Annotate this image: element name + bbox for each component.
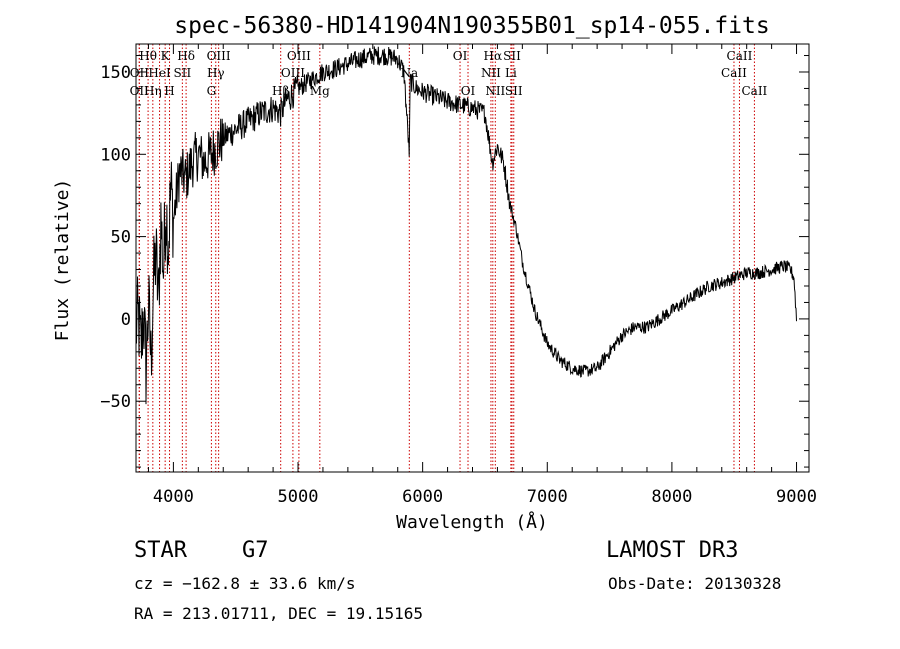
spectral-line-label: Na: [400, 66, 418, 80]
spectral-line-label: SII: [174, 66, 192, 80]
x-tick-label: 5000: [278, 487, 319, 507]
spectral-line-label: OI: [461, 84, 476, 98]
spectral-line-label: CaII: [721, 66, 747, 80]
chart-title: spec-56380-HD141904N190355B01_sp14-055.f…: [174, 13, 769, 39]
y-tick-label: 100: [100, 145, 131, 165]
spectral-line-label: OII: [130, 66, 150, 80]
survey-name: LAMOST DR3: [606, 538, 739, 563]
spectral-line-label: Mg: [310, 84, 330, 98]
spectral-line-label: Hη: [144, 84, 162, 98]
redshift-velocity: cz = −162.8 ± 33.6 km/s: [134, 574, 356, 593]
spectral-line-label: H: [164, 84, 174, 98]
spectral-line-label: OI: [453, 49, 468, 63]
spectral-line-label: OIII: [287, 49, 311, 63]
y-axis-label: Flux (relative): [52, 179, 73, 342]
spectral-line-label: Hδ: [177, 49, 195, 63]
spectral-line-label: NII: [481, 66, 501, 80]
x-tick-label: 6000: [402, 487, 443, 507]
x-axis-ticks: 4000 5000 6000 7000 8000 9000: [147, 44, 817, 507]
y-tick-label: −50: [100, 392, 131, 412]
x-tick-label: 7000: [527, 487, 568, 507]
x-axis-label: Wavelength (Å): [396, 511, 548, 533]
y-tick-label: 0: [121, 310, 131, 330]
spectral-line-label: HeI: [148, 66, 171, 80]
y-axis-ticks: −50 0 50 100 150: [100, 55, 809, 468]
spectrum-line: [135, 46, 797, 405]
x-tick-label: 9000: [776, 487, 817, 507]
spectral-line-label: SII: [505, 84, 523, 98]
spectrum-series: [135, 46, 797, 405]
spectral-line-label: NII: [485, 84, 505, 98]
spectral-line-label: Hα: [484, 49, 503, 63]
spectral-line-label: G: [207, 84, 217, 98]
spectral-line-label: Li: [505, 66, 517, 80]
spectral-line-label: OIII: [281, 66, 305, 80]
spectral-line-label: SII: [503, 49, 521, 63]
object-class: STAR: [134, 538, 187, 563]
spectral-line-label: OII: [130, 84, 150, 98]
coordinates: RA = 213.01711, DEC = 19.15165: [134, 604, 423, 623]
x-tick-label: 8000: [651, 487, 692, 507]
object-subclass: G7: [242, 538, 269, 563]
spectral-line-label: Hγ: [207, 66, 225, 80]
spectral-line-label: Hθ: [139, 49, 157, 63]
spectral-line-label: OIII: [207, 49, 231, 63]
y-tick-label: 150: [100, 63, 131, 83]
observation-date: Obs-Date: 20130328: [608, 574, 782, 593]
spectral-line-label: CaII: [727, 49, 753, 63]
spectral-line-label: CaII: [741, 84, 767, 98]
x-tick-label: 4000: [153, 487, 194, 507]
spectral-line-label: K: [161, 49, 171, 63]
y-tick-label: 50: [111, 228, 131, 248]
